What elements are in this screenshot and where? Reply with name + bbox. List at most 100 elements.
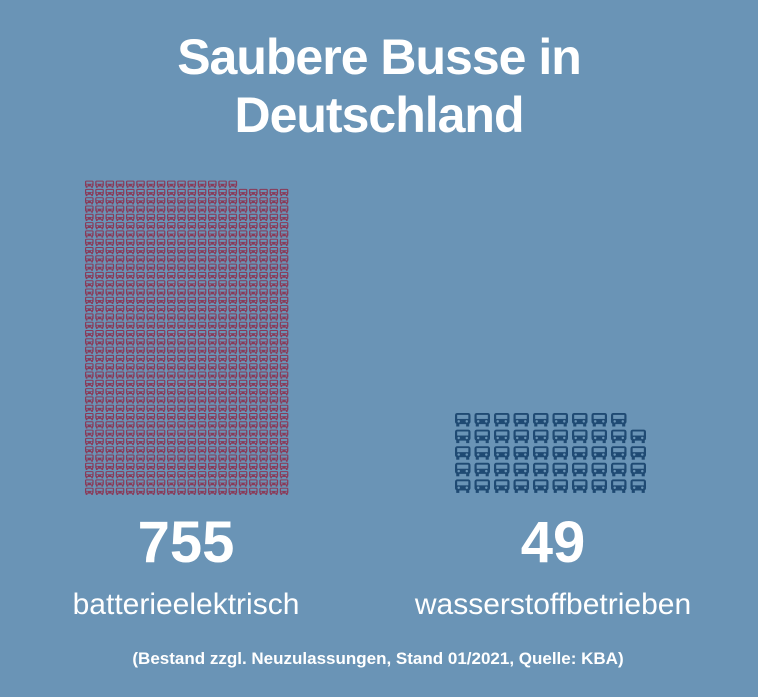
- bus-icon: [95, 487, 104, 495]
- bus-window: [168, 289, 175, 292]
- bus-light: [106, 275, 109, 278]
- bus-wheel: [152, 310, 155, 313]
- bus-icon: [115, 222, 125, 230]
- bus-wheel: [85, 402, 88, 404]
- bus-wheel: [224, 377, 227, 379]
- bus-window: [86, 322, 93, 325]
- bus-light: [121, 267, 123, 269]
- bus-window: [178, 198, 185, 201]
- bus-light: [219, 333, 222, 336]
- bus-window: [250, 422, 257, 425]
- bus-light: [183, 250, 185, 253]
- bus-wheel: [167, 252, 170, 255]
- bus-light: [275, 283, 277, 286]
- bus-window: [198, 372, 206, 375]
- bus-wheel: [95, 343, 98, 346]
- bus-light: [285, 259, 287, 261]
- bus-light: [244, 433, 246, 435]
- bus-light: [254, 433, 257, 435]
- bus-wheel: [116, 319, 119, 321]
- bus-light: [183, 267, 185, 269]
- bus-icon: [146, 396, 156, 404]
- bus-icon: [115, 413, 125, 421]
- bus-light: [127, 300, 129, 302]
- bus-window: [219, 306, 226, 309]
- bus-light: [250, 466, 252, 468]
- bus-light: [111, 383, 113, 385]
- bus-wheel: [229, 460, 231, 462]
- bus-light: [240, 425, 242, 427]
- bus-light: [234, 333, 236, 336]
- bus-wheel: [234, 468, 237, 470]
- bus-wheel: [142, 227, 145, 230]
- bus-window: [188, 389, 195, 392]
- bus-light: [111, 217, 113, 219]
- bus-light: [193, 242, 195, 244]
- bus-light: [90, 474, 93, 477]
- bus-wheel: [162, 443, 165, 446]
- bus-wheel: [142, 393, 145, 396]
- bus-window: [250, 389, 257, 392]
- bus-icon: [228, 454, 238, 462]
- bus-window: [147, 455, 154, 458]
- bus-light: [121, 458, 123, 460]
- bus-wheel: [167, 418, 170, 421]
- bus-window: [116, 214, 124, 217]
- bus-wheel: [152, 260, 155, 263]
- bus-wheel: [152, 294, 155, 296]
- bus-light: [234, 300, 236, 302]
- bus-window: [239, 239, 247, 242]
- bus-window: [116, 380, 124, 383]
- bus-light: [90, 383, 93, 385]
- bus-window: [209, 331, 216, 334]
- bus-wheel: [111, 368, 114, 371]
- bus-light: [101, 209, 103, 211]
- bus-window: [86, 472, 93, 475]
- bus-wheel: [106, 377, 108, 379]
- bus-window: [239, 281, 247, 284]
- bus-icon: [208, 346, 217, 354]
- bus-window: [137, 331, 144, 334]
- bus-window: [239, 488, 247, 491]
- bus-wheel: [265, 360, 268, 363]
- bus-light: [121, 433, 123, 435]
- bus-light: [285, 275, 287, 278]
- bus-wheel: [173, 327, 175, 329]
- bus-wheel: [275, 451, 278, 454]
- bus-light: [178, 366, 181, 369]
- bus-light: [285, 283, 287, 286]
- bus-wheel: [229, 435, 231, 437]
- bus-wheel: [116, 252, 119, 255]
- bus-light: [111, 375, 113, 377]
- bus-light: [178, 483, 181, 485]
- bus-light: [158, 416, 160, 419]
- bus-light: [121, 250, 123, 253]
- bus-light: [240, 242, 242, 244]
- bus-wheel: [162, 219, 165, 221]
- bus-wheel: [244, 319, 247, 321]
- bus-icon: [136, 371, 145, 379]
- bus-icon: [279, 421, 289, 429]
- bus-light: [270, 225, 273, 228]
- bus-light: [188, 333, 191, 336]
- bus-light: [240, 449, 242, 452]
- bus-wheel: [101, 277, 104, 280]
- bus-icon: [146, 371, 156, 379]
- bus-icon: [105, 413, 115, 421]
- bus-window: [239, 355, 247, 359]
- bus-window: [137, 272, 144, 276]
- bus-light: [137, 375, 140, 377]
- bus-icon: [126, 454, 135, 462]
- bus-light: [203, 474, 205, 477]
- bus-window: [96, 438, 103, 442]
- bus-light: [250, 366, 252, 369]
- bus-wheel: [152, 443, 155, 446]
- bus-wheel: [147, 227, 149, 230]
- bus-icon: [238, 330, 248, 338]
- bus-light: [158, 242, 160, 244]
- bus-light: [131, 491, 134, 493]
- bus-wheel: [111, 319, 114, 321]
- bus-window: [116, 389, 124, 392]
- bus-light: [234, 491, 236, 493]
- bus-icon: [197, 338, 207, 346]
